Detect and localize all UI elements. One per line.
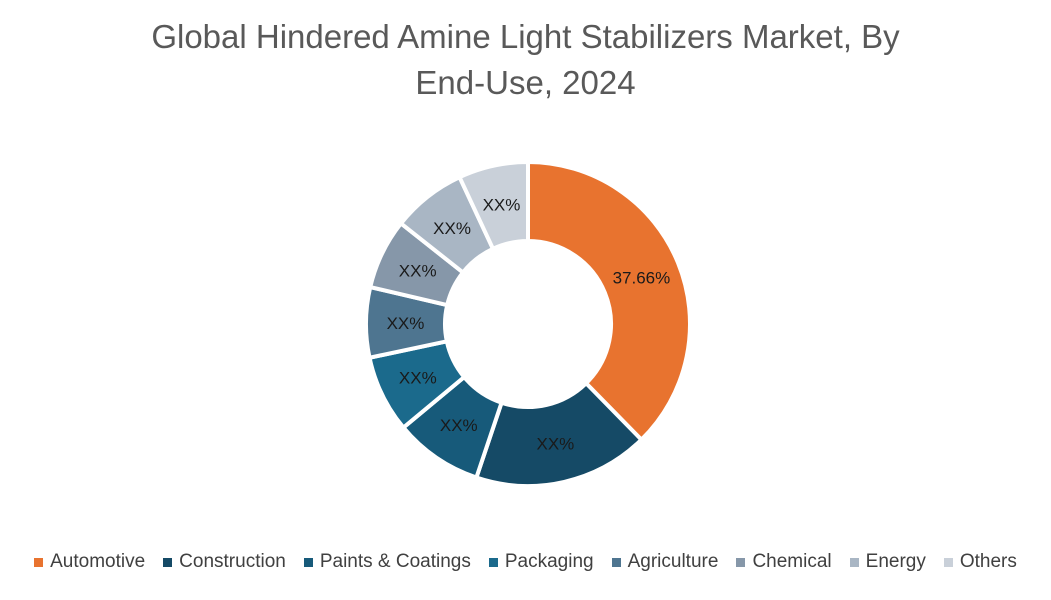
legend-swatch bbox=[736, 557, 746, 567]
slice-others bbox=[456, 159, 530, 252]
legend-swatch bbox=[849, 557, 859, 567]
data-label: XX% bbox=[483, 195, 521, 214]
data-label: XX% bbox=[399, 368, 437, 387]
legend-item: Packaging bbox=[488, 551, 594, 573]
legend-swatch bbox=[943, 557, 953, 567]
legend-item: Chemical bbox=[736, 551, 832, 573]
legend-label: Packaging bbox=[504, 551, 594, 572]
legend-swatch bbox=[163, 557, 173, 567]
legend-item: Agriculture bbox=[611, 551, 719, 573]
data-label: XX% bbox=[433, 219, 471, 238]
legend-item: Energy bbox=[849, 551, 926, 573]
legend: Automotive Construction Paints & Coatings P… bbox=[0, 551, 1051, 573]
legend-swatch bbox=[303, 557, 313, 567]
legend-item: Automotive bbox=[34, 551, 145, 573]
legend-label: Paints & Coatings bbox=[319, 551, 471, 572]
legend-swatch bbox=[34, 557, 44, 567]
legend-swatch bbox=[611, 557, 621, 567]
legend-label: Energy bbox=[865, 551, 926, 572]
chart-title: Global Hindered Amine Light Stabilizers … bbox=[0, 14, 1051, 106]
legend-item: Paints & Coatings bbox=[303, 551, 471, 573]
data-label: XX% bbox=[440, 416, 478, 435]
legend-label: Chemical bbox=[752, 551, 832, 572]
slice-automotive bbox=[526, 159, 692, 443]
legend-item: Others bbox=[943, 551, 1017, 573]
chart-title-line-1: Global Hindered Amine Light Stabilizers … bbox=[151, 18, 900, 55]
data-label: XX% bbox=[399, 262, 437, 281]
legend-label: Construction bbox=[179, 551, 286, 572]
data-label: XX% bbox=[387, 314, 425, 333]
data-label: 37.66% bbox=[613, 269, 671, 288]
legend-item: Construction bbox=[163, 551, 286, 573]
chart-title-line-2: End-Use, 2024 bbox=[415, 64, 636, 101]
legend-label: Agriculture bbox=[627, 551, 719, 572]
legend-swatch bbox=[488, 557, 498, 567]
legend-label: Automotive bbox=[50, 551, 146, 572]
data-label: XX% bbox=[536, 434, 574, 453]
legend-label: Others bbox=[959, 551, 1017, 572]
